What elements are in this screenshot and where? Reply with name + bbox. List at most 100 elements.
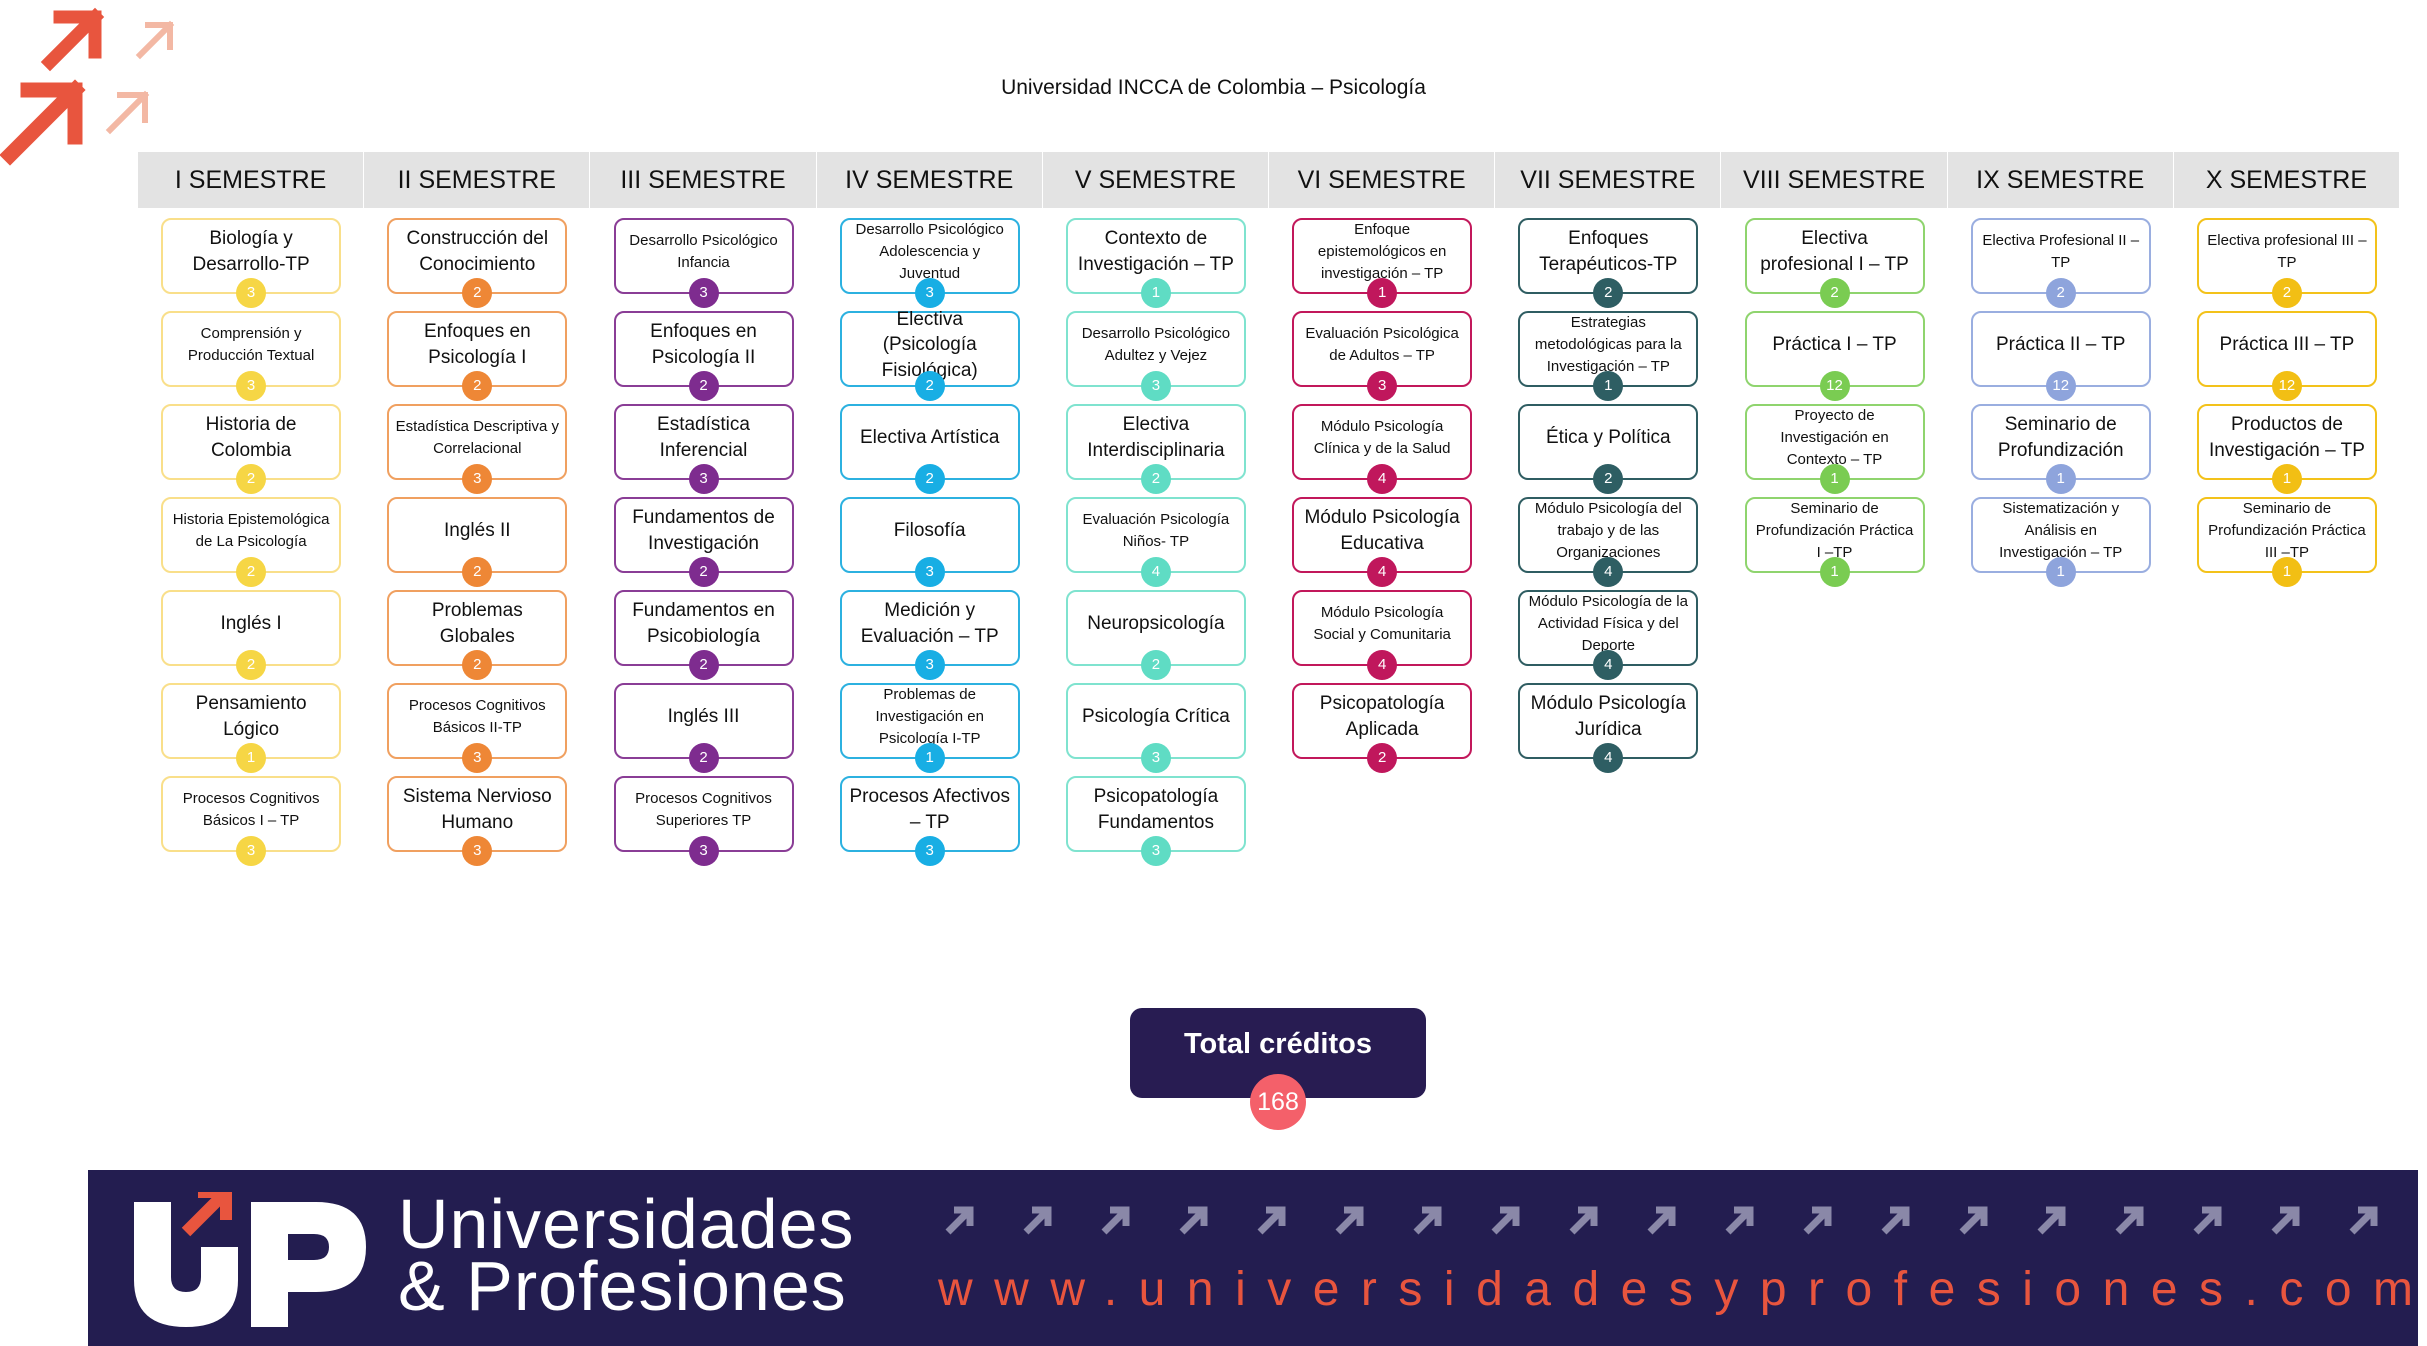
course-card[interactable]: Módulo Psicología del trabajo y de las O… bbox=[1518, 497, 1699, 587]
course-card[interactable]: Módulo Psicología Clínica y de la Salud 4 bbox=[1292, 404, 1473, 494]
course-card[interactable]: Psicología Crítica 3 bbox=[1065, 683, 1246, 773]
course-card[interactable]: Inglés III 2 bbox=[613, 683, 794, 773]
course-card[interactable]: Enfoque epistemológicos en investigación… bbox=[1292, 218, 1473, 308]
course-card[interactable]: Estadística Descriptiva y Correlacional 3 bbox=[387, 404, 568, 494]
course-name: Desarrollo Psicológico Adultez y Vejez bbox=[1081, 325, 1231, 364]
course-card[interactable]: Procesos Afectivos – TP 3 bbox=[839, 776, 1020, 866]
course-card[interactable]: Psicopatología Fundamentos 3 bbox=[1065, 776, 1246, 866]
credits-badge: 4 bbox=[1367, 464, 1398, 494]
course-card[interactable]: Evaluación Psicología Niños- TP 4 bbox=[1065, 497, 1246, 587]
course-card[interactable]: Seminario de Profundización Práctica III… bbox=[2196, 497, 2377, 587]
course-card[interactable]: Sistema Nervioso Humano 3 bbox=[387, 776, 568, 866]
course-card[interactable]: Electiva Artística 2 bbox=[839, 404, 1020, 494]
course-card[interactable]: Productos de Investigación – TP 1 bbox=[2196, 404, 2377, 494]
footer-arrow-icon bbox=[1569, 1206, 1598, 1235]
course-card[interactable]: Psicopatología Aplicada 2 bbox=[1292, 683, 1473, 773]
course-card[interactable]: Estrategias metodológicas para la Invest… bbox=[1518, 311, 1699, 401]
semester-header: IX SEMESTRE bbox=[1947, 152, 2173, 208]
course-name: Sistema Nervioso Humano bbox=[402, 786, 552, 833]
course-name: Procesos Cognitivos Básicos I – TP bbox=[182, 790, 320, 829]
semester-header: III SEMESTRE bbox=[590, 152, 816, 208]
course-name: Electiva Interdisciplinaria bbox=[1087, 414, 1225, 461]
course-card[interactable]: Desarrollo Psicológico Infancia 3 bbox=[613, 218, 794, 308]
course-name: Seminario de Profundización Práctica I –… bbox=[1755, 500, 1914, 561]
course-name: Problemas Globales bbox=[431, 600, 523, 647]
semester-column: Enfoque epistemológicos en investigación… bbox=[1269, 218, 1495, 908]
course-card[interactable]: Medición y Evaluación – TP 3 bbox=[839, 590, 1020, 680]
course-name: Enfoque epistemológicos en investigación… bbox=[1317, 221, 1447, 282]
footer-arrow-icon bbox=[2037, 1206, 2066, 1235]
course-name: Seminario de Profundización bbox=[1997, 414, 2124, 461]
semester-header: X SEMESTRE bbox=[2173, 152, 2400, 208]
course-name: Estadística Descriptiva y Correlacional bbox=[395, 418, 559, 457]
credits-badge: 12 bbox=[2271, 371, 2302, 401]
course-name: Fundamentos de Investigación bbox=[632, 507, 775, 554]
course-card[interactable]: Procesos Cognitivos Superiores TP 3 bbox=[613, 776, 794, 866]
course-card[interactable]: Enfoques Terapéuticos-TP 2 bbox=[1518, 218, 1699, 308]
course-card[interactable]: Electiva profesional I – TP 2 bbox=[1744, 218, 1925, 308]
credits-badge: 2 bbox=[688, 557, 719, 587]
course-card[interactable]: Construcción del Conocimiento 2 bbox=[387, 218, 568, 308]
course-card[interactable]: Ética y Política 2 bbox=[1518, 404, 1699, 494]
course-card[interactable]: Problemas Globales 2 bbox=[387, 590, 568, 680]
website-url[interactable]: www.universidadesyprofesiones.com bbox=[938, 1263, 2427, 1316]
credits-badge: 2 bbox=[2045, 278, 2076, 308]
course-card[interactable]: Electiva (Psicología Fisiológica)2 bbox=[839, 309, 1020, 401]
course-card[interactable]: Módulo Psicología de la Actividad Física… bbox=[1518, 590, 1699, 680]
course-card[interactable]: Filosofía 3 bbox=[839, 497, 1020, 587]
course-card[interactable]: Proyecto de Investigación en Contexto – … bbox=[1744, 404, 1925, 494]
course-card[interactable]: Procesos Cognitivos Básicos II-TP 3 bbox=[387, 683, 568, 773]
course-card[interactable]: Electiva profesional III – TP 2 bbox=[2196, 218, 2377, 308]
semester-column: Contexto de Investigación – TP 1 Desarroll… bbox=[1043, 218, 1269, 908]
credits-badge: 4 bbox=[1593, 650, 1624, 680]
semester-column: Electiva Profesional II – TP 2 Práctica II… bbox=[1948, 218, 2174, 908]
course-card[interactable]: Historia de Colombia 2 bbox=[161, 404, 342, 494]
course-card[interactable]: Pensamiento Lógico 1 bbox=[161, 683, 342, 773]
course-card[interactable]: Fundamentos en Psicobiología 2 bbox=[613, 590, 794, 680]
course-name: Enfoques en Psicología I bbox=[423, 321, 531, 368]
course-card[interactable]: Inglés I 2 bbox=[161, 590, 342, 680]
course-card[interactable]: Módulo Psicología Jurídica 4 bbox=[1518, 683, 1699, 773]
course-card[interactable]: Neuropsicología 2 bbox=[1065, 590, 1246, 680]
course-card[interactable]: Contexto de Investigación – TP 1 bbox=[1065, 218, 1246, 308]
course-card[interactable]: Comprensión y Producción Textual 3 bbox=[161, 311, 342, 401]
course-card[interactable]: Inglés II 2 bbox=[387, 497, 568, 587]
course-name: Historia Epistemológica de La Psicología bbox=[172, 511, 330, 550]
brand-name-line2: & Profesiones bbox=[398, 1247, 847, 1325]
footer-arrow-icon bbox=[945, 1206, 974, 1235]
course-name: Práctica I – TP bbox=[1772, 334, 1897, 356]
semester-header: VII SEMESTRE bbox=[1495, 152, 1721, 208]
credits-badge: 1 bbox=[914, 743, 945, 773]
footer-arrow-icon bbox=[1959, 1206, 1988, 1235]
course-card[interactable]: Módulo Psicología Social y Comunitaria 4 bbox=[1292, 590, 1473, 680]
course-card[interactable]: Electiva Interdisciplinaria 2 bbox=[1065, 404, 1246, 494]
course-name: Estrategias metodológicas para la Invest… bbox=[1534, 314, 1682, 375]
course-card[interactable]: Biología y Desarrollo-TP 3 bbox=[161, 218, 342, 308]
credits-badge: 2 bbox=[914, 371, 945, 401]
course-card[interactable]: Enfoques en Psicología II 2 bbox=[613, 311, 794, 401]
course-card[interactable]: Práctica I – TP 12 bbox=[1744, 311, 1925, 401]
course-card[interactable]: Estadística Inferencial 3 bbox=[613, 404, 794, 494]
course-card[interactable]: Módulo Psicología Educativa 4 bbox=[1292, 497, 1473, 587]
course-name: Fundamentos en Psicobiología bbox=[632, 600, 775, 647]
course-card[interactable]: Fundamentos de Investigación 2 bbox=[613, 497, 794, 587]
course-card[interactable]: Desarrollo Psicológico Adolescencia y Ju… bbox=[839, 218, 1020, 308]
course-card[interactable]: Electiva Profesional II – TP 2 bbox=[1970, 218, 2151, 308]
credits-badge: 2 bbox=[2271, 278, 2302, 308]
course-card[interactable]: Sistematización y Análisis en Investigac… bbox=[1970, 497, 2151, 587]
course-card[interactable]: Práctica III – TP 12 bbox=[2196, 311, 2377, 401]
semester-column: Construcción del Conocimiento 2 Enfoques e… bbox=[364, 218, 590, 908]
course-card[interactable]: Seminario de Profundización Práctica I –… bbox=[1744, 497, 1925, 587]
course-name: Módulo Psicología Educativa bbox=[1304, 507, 1460, 554]
course-card[interactable]: Práctica II – TP 12 bbox=[1970, 311, 2151, 401]
course-card[interactable]: Seminario de Profundización 1 bbox=[1970, 404, 2151, 494]
credits-badge: 2 bbox=[462, 371, 493, 401]
course-card[interactable]: Procesos Cognitivos Básicos I – TP 3 bbox=[161, 776, 342, 866]
course-card[interactable]: Problemas de Investigación en Psicología… bbox=[839, 683, 1020, 773]
course-name: Electiva (Psicología Fisiológica) bbox=[882, 308, 978, 381]
course-card[interactable]: Historia Epistemológica de La Psicología… bbox=[161, 497, 342, 587]
course-name: Inglés I bbox=[220, 613, 282, 635]
course-card[interactable]: Desarrollo Psicológico Adultez y Vejez 3 bbox=[1065, 311, 1246, 401]
course-card[interactable]: Evaluación Psicológica de Adultos – TP 3 bbox=[1292, 311, 1473, 401]
